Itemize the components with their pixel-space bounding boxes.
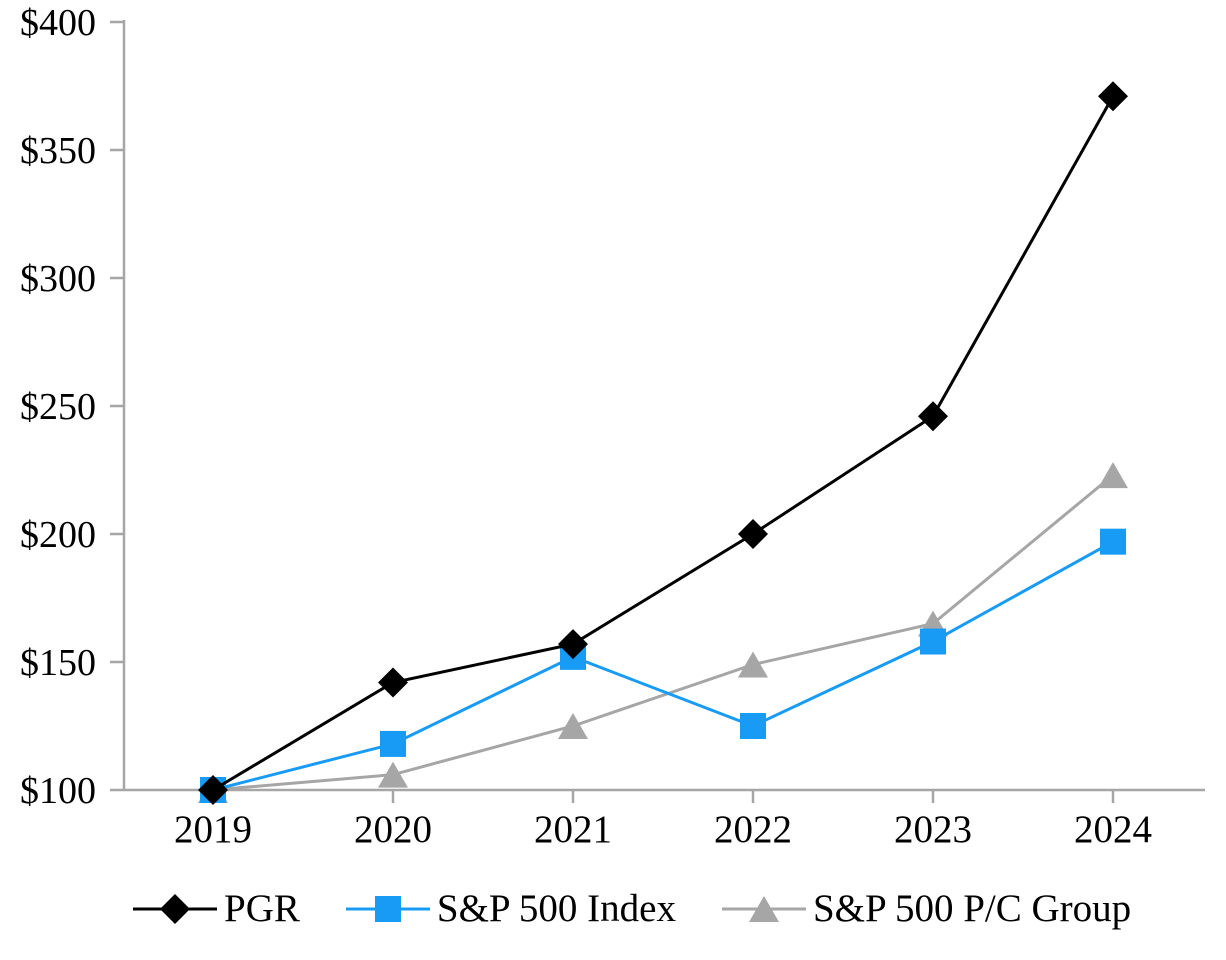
series-s-p-500-index-marker-2023 <box>920 628 946 655</box>
legend-label-pgr: PGR <box>224 887 300 930</box>
legend-item-s-p-500-p-c-group: S&P 500 P/C Group <box>721 887 1132 931</box>
series-pgr-line <box>212 95 1115 792</box>
series-s-p-500-p-c-group-marker-2024 <box>1098 462 1128 489</box>
series-s-p-500-index <box>200 528 1126 803</box>
y-axis-tick-label: $100 <box>20 770 96 812</box>
y-axis-tick-label: $150 <box>20 642 96 684</box>
y-axis-tick-label: $400 <box>20 2 96 44</box>
y-axis-tick-label: $200 <box>20 514 96 556</box>
series-pgr <box>198 81 1128 805</box>
series-s-p-500-p-c-group <box>198 462 1128 803</box>
series-pgr-marker-2022 <box>738 519 768 549</box>
y-axis-tick-label: $350 <box>20 130 96 172</box>
series-s-p-500-p-c-group-marker-2021 <box>558 713 588 739</box>
x-axis-label-2024: 2024 <box>1074 808 1152 851</box>
chart-legend: PGR S&P 500 Index S&P 500 P/C Group <box>133 887 1132 931</box>
x-axis-label-2023: 2023 <box>894 808 972 851</box>
series-pgr-marker-2019 <box>198 775 228 805</box>
series-s-p-500-p-c-group-line <box>212 473 1114 792</box>
series-s-p-500-index-marker-2024 <box>1100 528 1126 555</box>
series-s-p-500-p-c-group-marker-2022 <box>738 651 768 678</box>
legend-item-pgr: PGR <box>133 887 300 931</box>
legend-label-s-p-500-index: S&P 500 Index <box>436 887 676 930</box>
series-s-p-500-index-line <box>212 540 1114 792</box>
legend-diamond-icon <box>133 894 217 925</box>
legend-label-s-p-500-p-c-group: S&P 500 P/C Group <box>812 887 1132 930</box>
series-s-p-500-p-c-group-marker-2020 <box>378 761 408 788</box>
series-pgr-marker-2023 <box>918 401 948 432</box>
legend-triangle-icon-shape <box>748 896 779 923</box>
series-pgr-marker-2020 <box>378 667 408 698</box>
x-axis-label-2021: 2021 <box>534 808 612 851</box>
legend-square-icon-shape <box>374 896 401 923</box>
legend-item-s-p-500-index: S&P 500 Index <box>345 887 676 931</box>
y-axis-tick-label: $300 <box>20 258 96 300</box>
legend-triangle-icon <box>721 896 806 923</box>
x-axis-label-2022: 2022 <box>714 808 792 851</box>
series-pgr-marker-2024 <box>1098 81 1128 112</box>
legend-diamond-icon-shape <box>160 894 190 925</box>
series-pgr-marker-2021 <box>558 629 588 660</box>
x-axis-label-2020: 2020 <box>354 808 432 851</box>
series-s-p-500-index-marker-2022 <box>740 713 766 739</box>
x-axis-label-2019: 2019 <box>174 808 252 851</box>
legend-square-icon <box>345 896 430 923</box>
y-axis-tick-label: $250 <box>20 386 96 428</box>
series-s-p-500-index-marker-2020 <box>380 730 406 757</box>
